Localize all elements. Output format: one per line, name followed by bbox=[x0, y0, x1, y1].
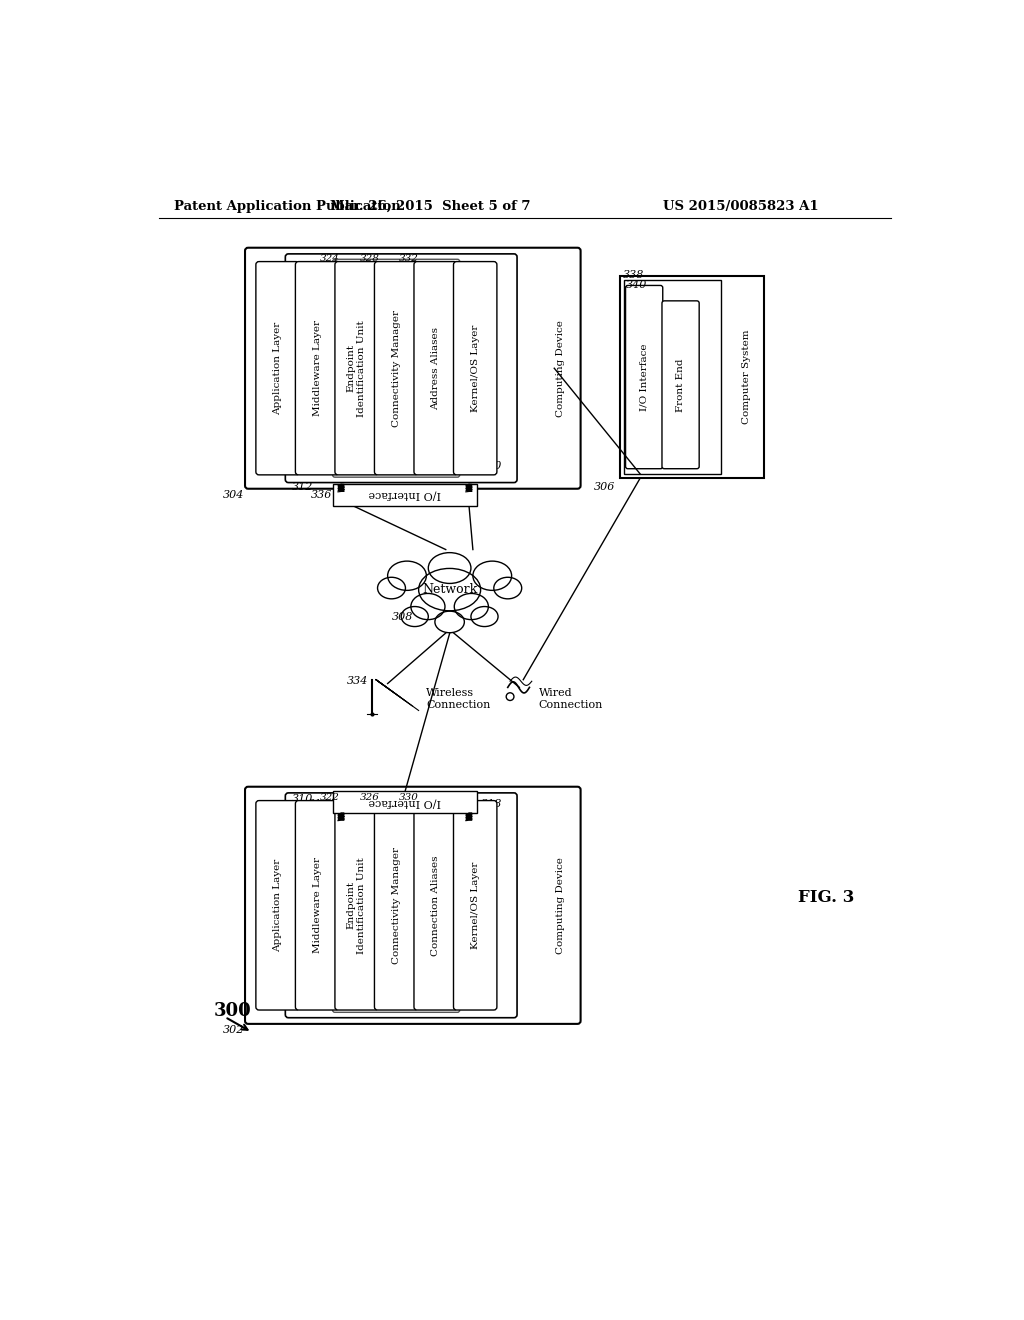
Text: Computing Device: Computing Device bbox=[556, 319, 565, 417]
FancyBboxPatch shape bbox=[414, 800, 458, 1010]
Text: Patent Application Publication: Patent Application Publication bbox=[174, 199, 401, 213]
Text: Kernel/OS Layer: Kernel/OS Layer bbox=[471, 862, 479, 949]
Text: Endpoint
Identification Unit: Endpoint Identification Unit bbox=[347, 857, 367, 953]
Text: 326: 326 bbox=[359, 793, 380, 803]
Text: 316: 316 bbox=[308, 462, 330, 471]
Ellipse shape bbox=[388, 561, 426, 590]
FancyBboxPatch shape bbox=[256, 261, 299, 475]
Text: Wired
Connection: Wired Connection bbox=[539, 688, 603, 710]
Text: Connectivity Manager: Connectivity Manager bbox=[391, 310, 400, 426]
Ellipse shape bbox=[435, 611, 464, 632]
Text: I/O Interface: I/O Interface bbox=[369, 490, 441, 500]
Text: Computer System: Computer System bbox=[742, 330, 751, 424]
Bar bbox=[375, 279, 457, 471]
FancyBboxPatch shape bbox=[286, 253, 517, 483]
Ellipse shape bbox=[401, 607, 428, 627]
Text: 322: 322 bbox=[321, 793, 340, 803]
FancyBboxPatch shape bbox=[245, 787, 581, 1024]
Text: Application Layer: Application Layer bbox=[273, 859, 282, 952]
Text: 340: 340 bbox=[627, 280, 648, 290]
FancyBboxPatch shape bbox=[662, 301, 699, 469]
Ellipse shape bbox=[419, 569, 480, 611]
FancyBboxPatch shape bbox=[256, 800, 299, 1010]
FancyBboxPatch shape bbox=[626, 285, 663, 469]
FancyBboxPatch shape bbox=[245, 248, 581, 488]
FancyBboxPatch shape bbox=[295, 800, 339, 1010]
Bar bbox=[334, 484, 477, 506]
Bar bbox=[375, 817, 457, 1007]
Text: I/O Interface: I/O Interface bbox=[640, 343, 648, 411]
FancyBboxPatch shape bbox=[335, 261, 378, 475]
Text: Middleware Layer: Middleware Layer bbox=[312, 321, 322, 416]
Bar bbox=[621, 276, 764, 478]
Circle shape bbox=[506, 693, 514, 701]
Ellipse shape bbox=[428, 553, 471, 583]
Text: Connectivity Manager: Connectivity Manager bbox=[391, 847, 400, 964]
FancyBboxPatch shape bbox=[454, 800, 497, 1010]
Text: 300: 300 bbox=[213, 1002, 251, 1020]
FancyBboxPatch shape bbox=[335, 800, 378, 1010]
Ellipse shape bbox=[471, 607, 498, 627]
FancyBboxPatch shape bbox=[333, 799, 460, 1012]
Text: 328: 328 bbox=[359, 255, 380, 263]
Text: 338: 338 bbox=[623, 271, 644, 280]
Text: 312: 312 bbox=[292, 482, 313, 492]
Text: 310: 310 bbox=[292, 793, 313, 804]
Text: Mar. 26, 2015  Sheet 5 of 7: Mar. 26, 2015 Sheet 5 of 7 bbox=[330, 199, 530, 213]
Ellipse shape bbox=[411, 594, 445, 619]
Text: Middleware Layer: Middleware Layer bbox=[312, 857, 322, 953]
Text: Network: Network bbox=[422, 583, 477, 597]
Bar bbox=[624, 280, 721, 474]
Ellipse shape bbox=[455, 594, 488, 619]
Text: Wireless
Connection: Wireless Connection bbox=[426, 688, 490, 710]
Text: I/O Interface: I/O Interface bbox=[369, 797, 441, 807]
FancyBboxPatch shape bbox=[333, 259, 460, 478]
Text: 302: 302 bbox=[223, 1024, 245, 1035]
Ellipse shape bbox=[473, 561, 512, 590]
FancyBboxPatch shape bbox=[295, 261, 339, 475]
FancyBboxPatch shape bbox=[454, 261, 497, 475]
Text: 306: 306 bbox=[594, 482, 615, 492]
FancyBboxPatch shape bbox=[286, 793, 517, 1018]
Text: 324: 324 bbox=[321, 255, 340, 263]
Text: 330: 330 bbox=[399, 793, 419, 803]
Text: Kernel/OS Layer: Kernel/OS Layer bbox=[471, 325, 479, 412]
FancyBboxPatch shape bbox=[375, 261, 418, 475]
Bar bbox=[334, 792, 477, 813]
Text: Endpoint
Identification Unit: Endpoint Identification Unit bbox=[347, 319, 367, 417]
Text: FIG. 3: FIG. 3 bbox=[799, 890, 855, 906]
Text: 320: 320 bbox=[480, 462, 502, 471]
Text: 332: 332 bbox=[399, 255, 419, 263]
Text: 334: 334 bbox=[347, 676, 369, 686]
Text: Front End: Front End bbox=[676, 358, 685, 412]
Text: 318: 318 bbox=[480, 799, 502, 809]
Text: Connection Aliases: Connection Aliases bbox=[431, 855, 440, 956]
FancyBboxPatch shape bbox=[414, 261, 458, 475]
Text: 304: 304 bbox=[223, 490, 245, 499]
Text: US 2015/0085823 A1: US 2015/0085823 A1 bbox=[663, 199, 818, 213]
Text: Application Layer: Application Layer bbox=[273, 322, 282, 414]
Ellipse shape bbox=[378, 577, 406, 599]
Text: Computing Device: Computing Device bbox=[556, 857, 565, 954]
Text: 336: 336 bbox=[310, 490, 332, 500]
FancyBboxPatch shape bbox=[375, 800, 418, 1010]
Ellipse shape bbox=[494, 577, 521, 599]
Text: 308: 308 bbox=[391, 611, 413, 622]
Text: Address Aliases: Address Aliases bbox=[431, 327, 440, 409]
Text: 314: 314 bbox=[308, 799, 330, 809]
